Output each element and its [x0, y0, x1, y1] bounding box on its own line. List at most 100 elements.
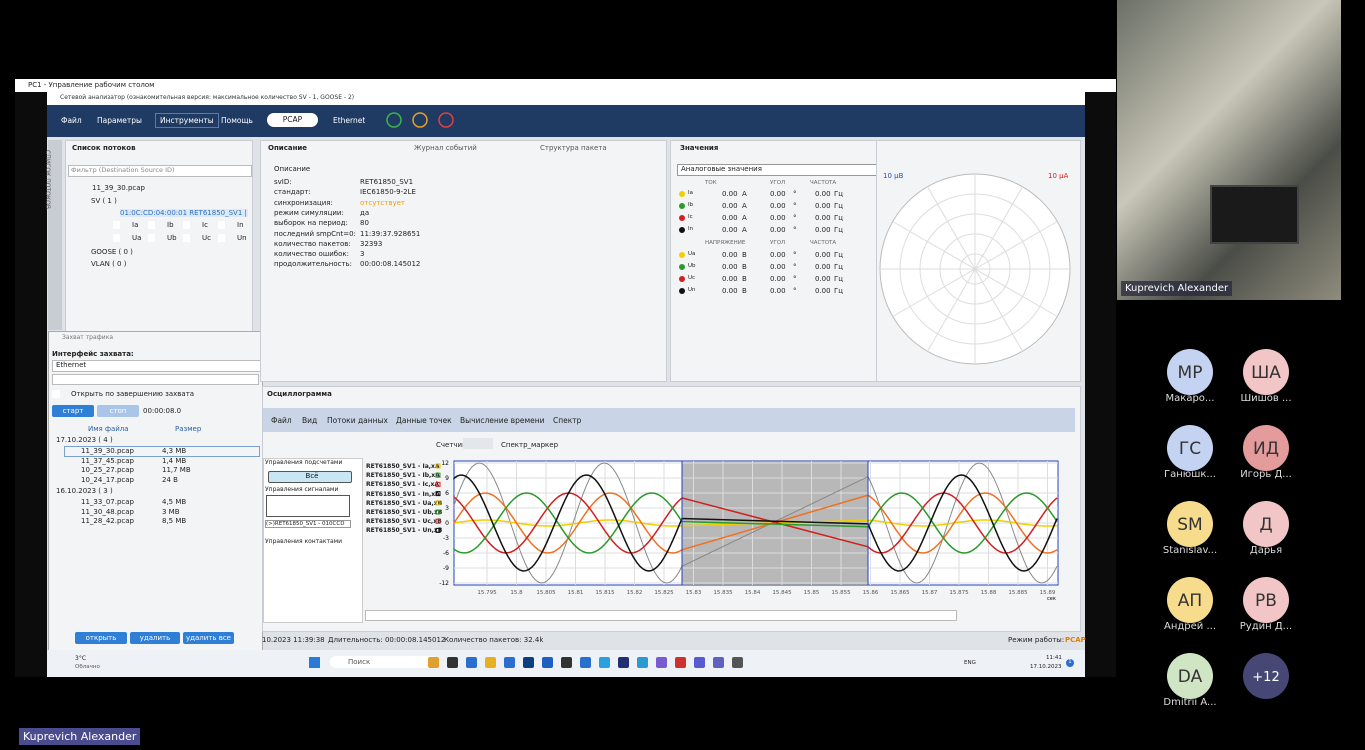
menu-item[interactable]: Вычисление времени	[460, 416, 545, 425]
mode-tab[interactable]: Ethernet	[333, 116, 366, 125]
polar-label: 270°	[979, 351, 996, 359]
tab[interactable]: Структура пакета	[540, 144, 607, 152]
checkbox: Открыть по завершению захвата	[52, 390, 194, 398]
laptop	[1210, 185, 1299, 244]
row-value: 11:39:37.928651	[360, 229, 421, 238]
menu-item[interactable]: Файл	[271, 416, 292, 425]
participant-name: Ганюшк...	[1164, 469, 1216, 480]
menu-item[interactable]: Данные точек	[396, 416, 452, 425]
scale-label: 10 μА	[1048, 172, 1069, 180]
freq-unit: Гц	[834, 251, 844, 259]
polar-label: 0°	[1058, 256, 1066, 264]
mode-tab[interactable]: PCAP	[267, 113, 318, 127]
menu-item[interactable]: Помощь	[221, 116, 253, 125]
stop-button[interactable]: стоп	[97, 405, 139, 417]
search: Поиск	[330, 656, 438, 668]
participant-name: Макаро...	[1165, 393, 1215, 404]
avatar	[1167, 501, 1213, 547]
app-titlebar	[47, 92, 1085, 105]
file-size: 24 B	[162, 475, 178, 484]
table-header[interactable]: УГОЛ	[770, 240, 786, 246]
angle: 0.00	[770, 251, 786, 259]
table-header[interactable]: УГОЛ	[770, 180, 786, 186]
unit: В	[742, 275, 747, 283]
table-header[interactable]: ЧАСТОТА	[810, 180, 837, 186]
presenter-name: Kuprevich Alexander	[1121, 281, 1233, 296]
button[interactable]: удалить	[130, 632, 180, 644]
tab[interactable]: Значения	[680, 144, 719, 152]
unit: A	[742, 190, 747, 198]
window-title: PC1 - Управление рабочим столом	[28, 81, 155, 89]
avatar	[1243, 425, 1289, 471]
menu-item[interactable]: Инструменты	[155, 113, 219, 128]
side-panel-title: Управления контактами	[265, 538, 343, 545]
freq: 0.00	[815, 214, 831, 222]
avatar	[1243, 501, 1289, 547]
channel: Ic	[688, 214, 693, 220]
freq-unit: Гц	[834, 214, 844, 222]
row-value: 32393	[360, 239, 383, 248]
file-size: 3 MB	[162, 507, 180, 516]
table-header[interactable]: ТОК	[705, 180, 717, 186]
row-value: 00:00:08.145012	[360, 260, 421, 269]
channel: Uc	[688, 275, 696, 281]
participant-name: Stanislav...	[1162, 545, 1218, 556]
freq-unit: Гц	[834, 275, 844, 283]
channel: Ua	[688, 251, 696, 257]
freq: 0.00	[815, 226, 831, 234]
deg: °	[793, 287, 797, 295]
button[interactable]: открыть	[75, 632, 127, 644]
value: 0.00	[722, 202, 738, 210]
channel-checkbox: Ib	[148, 221, 174, 229]
signal-box	[266, 495, 350, 517]
badge: 1	[1066, 659, 1074, 667]
row-label: синхронизация:	[274, 198, 333, 207]
participant-name: Игорь Д...	[1240, 469, 1292, 480]
side-panel	[263, 458, 363, 623]
clock: 17.10.2023	[1030, 664, 1062, 670]
file-name: 11_39_30.pcap	[81, 447, 134, 455]
scrollbar	[365, 610, 957, 621]
polar-label: 90°	[979, 180, 992, 188]
avatar-initials: MP	[1178, 363, 1203, 383]
menu-item[interactable]: Спектр	[553, 416, 582, 425]
participant-name: Dmitrii A...	[1163, 697, 1217, 708]
table-header[interactable]: НАПРЯЖЕНИЕ	[705, 240, 746, 246]
input	[52, 374, 259, 385]
clock: 11:41	[1046, 655, 1062, 661]
deg: °	[793, 226, 797, 234]
all-button[interactable]: Всё	[268, 471, 352, 483]
menu-item[interactable]: Вид	[302, 416, 318, 425]
value: 0.00	[722, 226, 738, 234]
menu-item[interactable]: Параметры	[97, 116, 142, 125]
row-label: продолжительность:	[274, 260, 353, 269]
channel-checkbox: Ua	[113, 234, 141, 242]
panel	[670, 140, 877, 382]
side-label	[48, 140, 62, 330]
row-label: стандарт:	[274, 188, 311, 197]
menubar[interactable]	[263, 408, 1075, 432]
file-name: 11_30_48.pcap	[81, 507, 134, 516]
menu-item[interactable]: Файл	[61, 116, 82, 125]
avatar-initials: DA	[1178, 667, 1203, 687]
button[interactable]: удалить все	[183, 632, 234, 644]
status: 10.2023 11:39:38	[262, 636, 325, 644]
avatar-initials: SM	[1177, 515, 1202, 535]
channel-checkbox: Ub	[148, 234, 177, 242]
table-header[interactable]: ЧАСТОТА	[810, 240, 837, 246]
tab[interactable]: Журнал событий	[414, 144, 477, 152]
file-size: 1,4 MB	[162, 456, 187, 465]
dropdown: Аналоговые значения	[677, 164, 877, 176]
side-panel-title: Управления подсчетами	[265, 459, 343, 466]
start-button[interactable]: старт	[52, 405, 94, 417]
row-label: количество пакетов:	[274, 239, 351, 248]
window-titlebar	[15, 79, 1116, 92]
file-name: 10_24_17.pcap	[81, 475, 134, 484]
menu-item[interactable]: Потоки данных	[327, 416, 388, 425]
freq: 0.00	[815, 263, 831, 271]
angle: 0.00	[770, 263, 786, 271]
tab[interactable]: Описание	[268, 144, 308, 152]
section-title: Описание	[274, 165, 311, 173]
channel: Un	[688, 287, 696, 293]
